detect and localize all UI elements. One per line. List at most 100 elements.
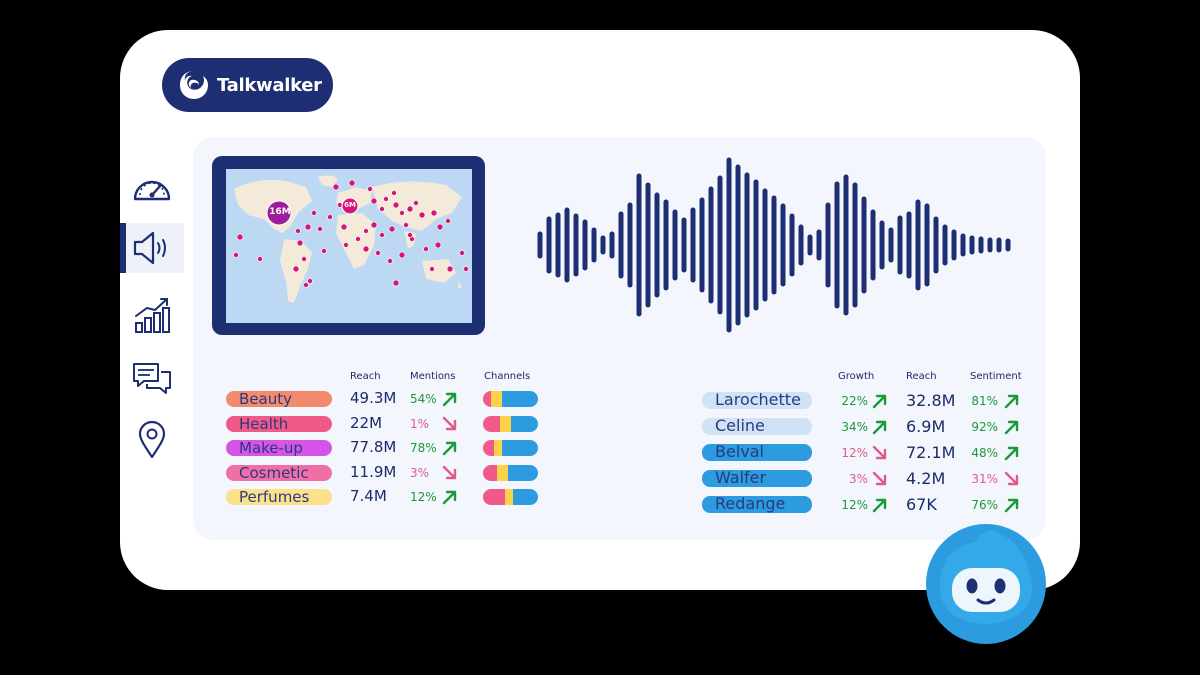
trend-up-icon	[1004, 393, 1020, 409]
channels-bar	[483, 416, 538, 432]
world-map[interactable]: 16M 6M	[226, 169, 472, 323]
channel-segment	[491, 391, 503, 407]
mascot-avatar	[926, 524, 1046, 644]
brand-reach: 32.8M	[906, 391, 956, 410]
channel-segment	[496, 465, 508, 481]
trend-up-icon	[872, 419, 888, 435]
channel-segment	[513, 489, 538, 505]
map-bubble-label-6m: 6M	[344, 201, 356, 209]
category-label: Make-up	[239, 439, 303, 457]
brand-growth: 12%	[841, 498, 868, 512]
channel-segment	[502, 440, 538, 456]
brand-label: Walfer	[715, 468, 767, 487]
channel-segment	[510, 416, 538, 432]
channel-segment	[505, 489, 514, 505]
audio-waveform	[537, 157, 1011, 333]
trend-up-icon	[442, 391, 458, 407]
nav-item-analytics[interactable]	[120, 290, 184, 340]
brand-sentiment: 31%	[971, 472, 998, 486]
trend-down-icon	[442, 416, 458, 432]
brand-logo[interactable]: Talkwalker	[162, 58, 333, 112]
speaker-icon	[133, 231, 166, 265]
category-pill[interactable]: Health	[226, 416, 332, 432]
brand-label: Belval	[715, 442, 764, 461]
channel-segment	[483, 440, 494, 456]
brand-reach: 72.1M	[906, 443, 956, 462]
brand-pill[interactable]: Redange	[702, 496, 812, 513]
category-reach: 22M	[350, 414, 383, 432]
channel-segment	[483, 489, 505, 505]
nav-item-dashboard[interactable]	[120, 163, 184, 213]
category-label: Health	[239, 415, 289, 433]
world-map-graphic	[226, 169, 472, 323]
brand-label: Redange	[715, 494, 786, 513]
map-bubble-medium	[341, 197, 359, 215]
trend-down-icon	[872, 471, 888, 487]
category-reach: 11.9M	[350, 463, 397, 481]
brand-pill[interactable]: Walfer	[702, 470, 812, 487]
column-header-reach-brands: Reach	[906, 371, 937, 382]
category-pill[interactable]: Beauty	[226, 391, 332, 407]
brand-name: Talkwalker	[217, 74, 322, 96]
talkwalker-logo-icon	[180, 71, 208, 99]
channel-segment	[507, 465, 538, 481]
channel-segment	[483, 416, 500, 432]
map-bubble-large	[266, 200, 292, 226]
brand-growth: 12%	[841, 446, 868, 460]
nav-item-locations[interactable]	[120, 415, 184, 465]
trend-up-icon	[442, 440, 458, 456]
category-reach: 7.4M	[350, 487, 387, 505]
category-label: Beauty	[239, 390, 292, 408]
trend-up-icon	[872, 393, 888, 409]
category-pill[interactable]: Cosmetic	[226, 465, 332, 481]
category-mentions: 3%	[410, 466, 430, 480]
category-mentions: 78%	[410, 441, 437, 455]
trend-down-icon	[442, 465, 458, 481]
brand-growth: 34%	[841, 420, 868, 434]
trend-down-icon	[1004, 471, 1020, 487]
brand-pill[interactable]: Celine	[702, 418, 812, 435]
channel-segment	[483, 465, 497, 481]
trend-up-icon	[442, 489, 458, 505]
brand-pill[interactable]: Belval	[702, 444, 812, 461]
column-header-growth: Growth	[838, 371, 875, 382]
bar-chart-icon	[135, 298, 170, 333]
brand-reach: 6.9M	[906, 417, 946, 436]
category-mentions: 12%	[410, 490, 437, 504]
category-reach: 77.8M	[350, 438, 397, 456]
brand-pill[interactable]: Larochette	[702, 392, 812, 409]
brand-reach: 67K	[906, 495, 937, 514]
brand-sentiment: 81%	[971, 394, 998, 408]
column-header-channels: Channels	[484, 371, 531, 382]
map-bubble-label-16m: 16M	[269, 207, 291, 217]
channel-segment	[499, 416, 511, 432]
category-pill[interactable]: Perfumes	[226, 489, 332, 505]
trend-up-icon	[1004, 419, 1020, 435]
trend-up-icon	[1004, 445, 1020, 461]
chat-bubbles-icon	[133, 363, 171, 394]
brand-sentiment: 48%	[971, 446, 998, 460]
category-mentions: 1%	[410, 417, 430, 431]
column-header-reach: Reach	[350, 371, 381, 382]
category-label: Cosmetic	[239, 464, 309, 482]
category-reach: 49.3M	[350, 389, 397, 407]
channels-bar	[483, 440, 538, 456]
nav-item-listening[interactable]	[120, 223, 184, 273]
column-header-sentiment: Sentiment	[970, 371, 1022, 382]
channels-bar	[483, 391, 538, 407]
brand-sentiment: 92%	[971, 420, 998, 434]
category-pill[interactable]: Make-up	[226, 440, 332, 456]
brand-growth: 22%	[841, 394, 868, 408]
channel-segment	[483, 391, 492, 407]
channel-segment	[494, 440, 503, 456]
channels-bar	[483, 489, 538, 505]
trend-up-icon	[1004, 497, 1020, 513]
brand-reach: 4.2M	[906, 469, 946, 488]
location-pin-icon	[138, 421, 166, 459]
nav-item-conversations[interactable]	[120, 354, 184, 404]
trend-down-icon	[872, 445, 888, 461]
brand-label: Celine	[715, 416, 765, 435]
brand-growth: 3%	[848, 472, 868, 486]
channels-bar	[483, 465, 538, 481]
category-label: Perfumes	[239, 488, 310, 506]
